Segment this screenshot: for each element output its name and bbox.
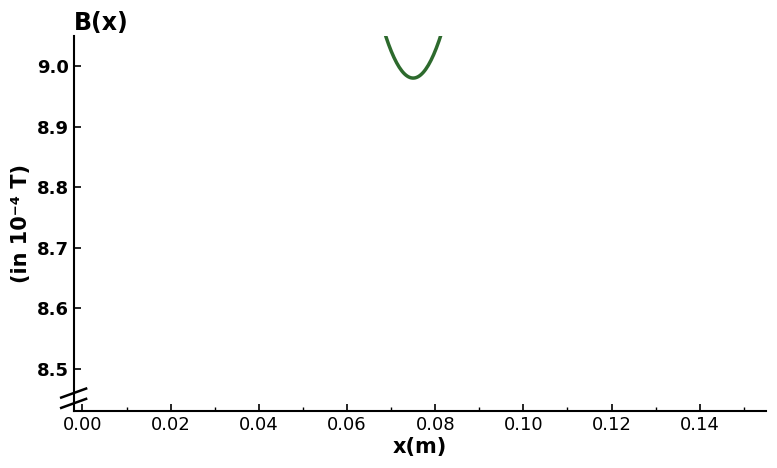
Y-axis label: (in 10⁻⁴ T): (in 10⁻⁴ T) — [11, 164, 31, 283]
X-axis label: x(m): x(m) — [392, 437, 447, 457]
Text: B(x): B(x) — [74, 11, 128, 35]
